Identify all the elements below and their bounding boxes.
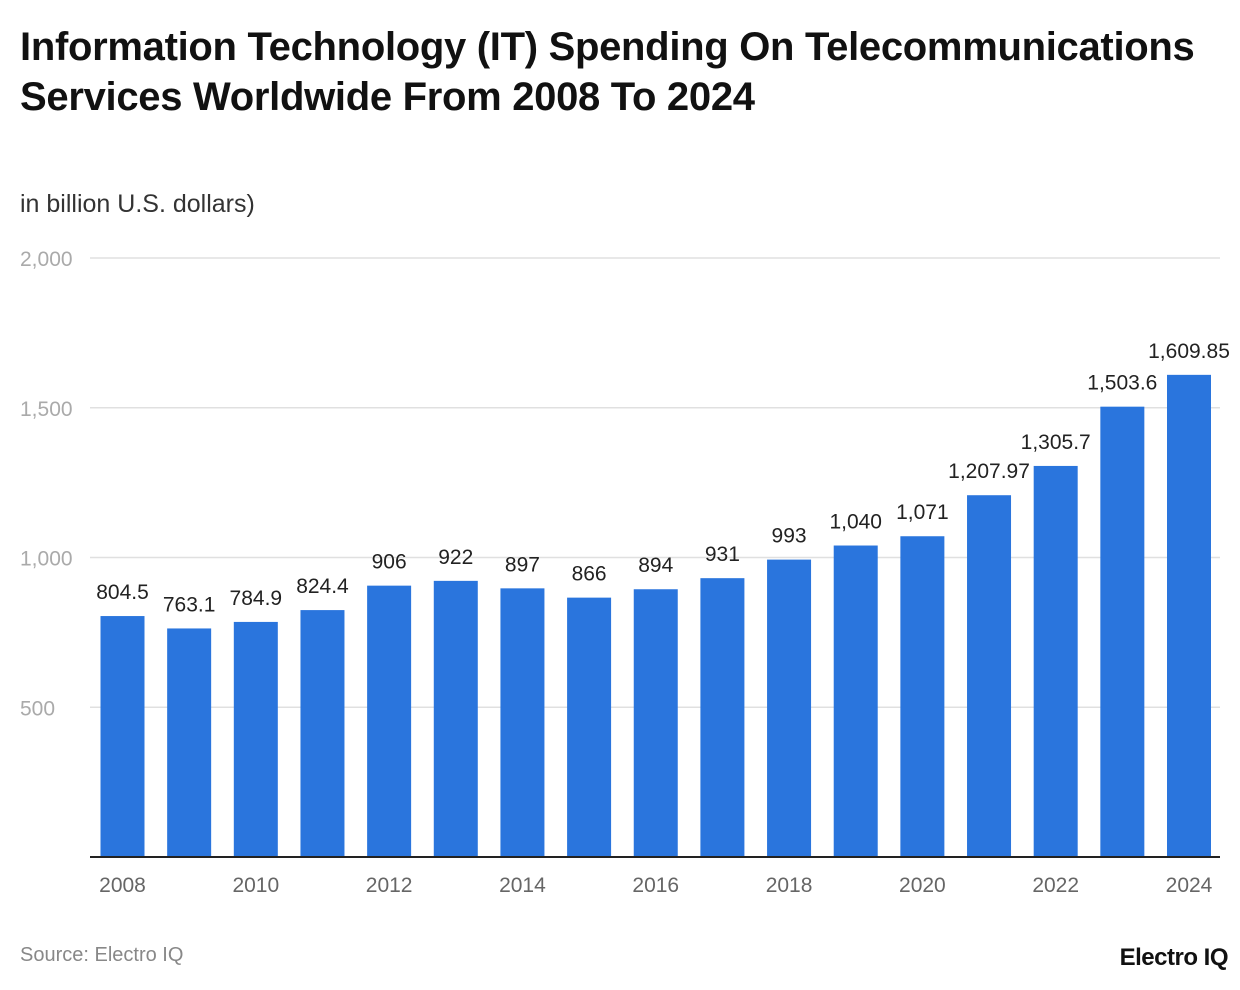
data-label: 763.1 xyxy=(163,593,216,616)
bar-2010 xyxy=(233,621,278,857)
data-label: 1,609.85 xyxy=(1148,340,1230,363)
bar-2012 xyxy=(367,585,412,857)
data-label: 993 xyxy=(772,525,807,548)
bar-2014 xyxy=(500,588,545,857)
y-tick-label: 1,500 xyxy=(20,398,73,421)
data-label: 866 xyxy=(572,563,607,586)
y-tick-label: 500 xyxy=(20,697,55,720)
data-label: 931 xyxy=(705,543,740,566)
bar-2018 xyxy=(767,559,812,857)
bar-2021 xyxy=(967,495,1012,857)
data-label: 906 xyxy=(372,551,407,574)
x-tick-label: 2014 xyxy=(499,874,546,897)
x-tick-label: 2022 xyxy=(1032,874,1079,897)
bar-2019 xyxy=(833,545,878,857)
electro-iq-logo: Electro IQ xyxy=(1119,944,1229,971)
data-label: 804.5 xyxy=(96,581,149,604)
data-label: 897 xyxy=(505,553,540,576)
data-label: 784.9 xyxy=(230,587,283,610)
x-tick-label: 2024 xyxy=(1166,874,1213,897)
data-label: 1,503.6 xyxy=(1087,372,1157,395)
bar-2008 xyxy=(100,616,145,857)
y-tick-label: 2,000 xyxy=(20,248,73,271)
y-tick-label: 1,000 xyxy=(20,548,73,571)
x-tick-label: 2008 xyxy=(99,874,146,897)
source-text: Source: Electro IQ xyxy=(20,944,184,966)
data-label: 824.4 xyxy=(296,575,349,598)
bar-2022 xyxy=(1033,465,1078,857)
data-label: 894 xyxy=(638,554,673,577)
x-tick-label: 2020 xyxy=(899,874,946,897)
x-tick-label: 2016 xyxy=(632,874,679,897)
x-tick-label: 2012 xyxy=(366,874,413,897)
bar-2024 xyxy=(1167,374,1211,857)
bar-2015 xyxy=(567,597,612,857)
bar-2011 xyxy=(300,610,345,857)
chart-subtitle: in billion U.S. dollars) xyxy=(20,190,255,218)
x-tick-label: 2018 xyxy=(766,874,813,897)
bar-2020 xyxy=(900,536,945,857)
data-label: 922 xyxy=(438,546,473,569)
x-tick-label: 2010 xyxy=(232,874,279,897)
bar-2017 xyxy=(700,578,745,857)
data-label: 1,040 xyxy=(829,511,882,534)
data-label: 1,207.97 xyxy=(948,460,1030,483)
bar-2023 xyxy=(1100,406,1145,857)
chart-title: Information Technology (IT) Spending On … xyxy=(20,25,1195,119)
data-label: 1,305.7 xyxy=(1021,431,1091,454)
bar-2009 xyxy=(167,628,212,857)
data-label: 1,071 xyxy=(896,501,949,524)
bar-2013 xyxy=(433,580,478,857)
bar-2016 xyxy=(633,589,678,857)
